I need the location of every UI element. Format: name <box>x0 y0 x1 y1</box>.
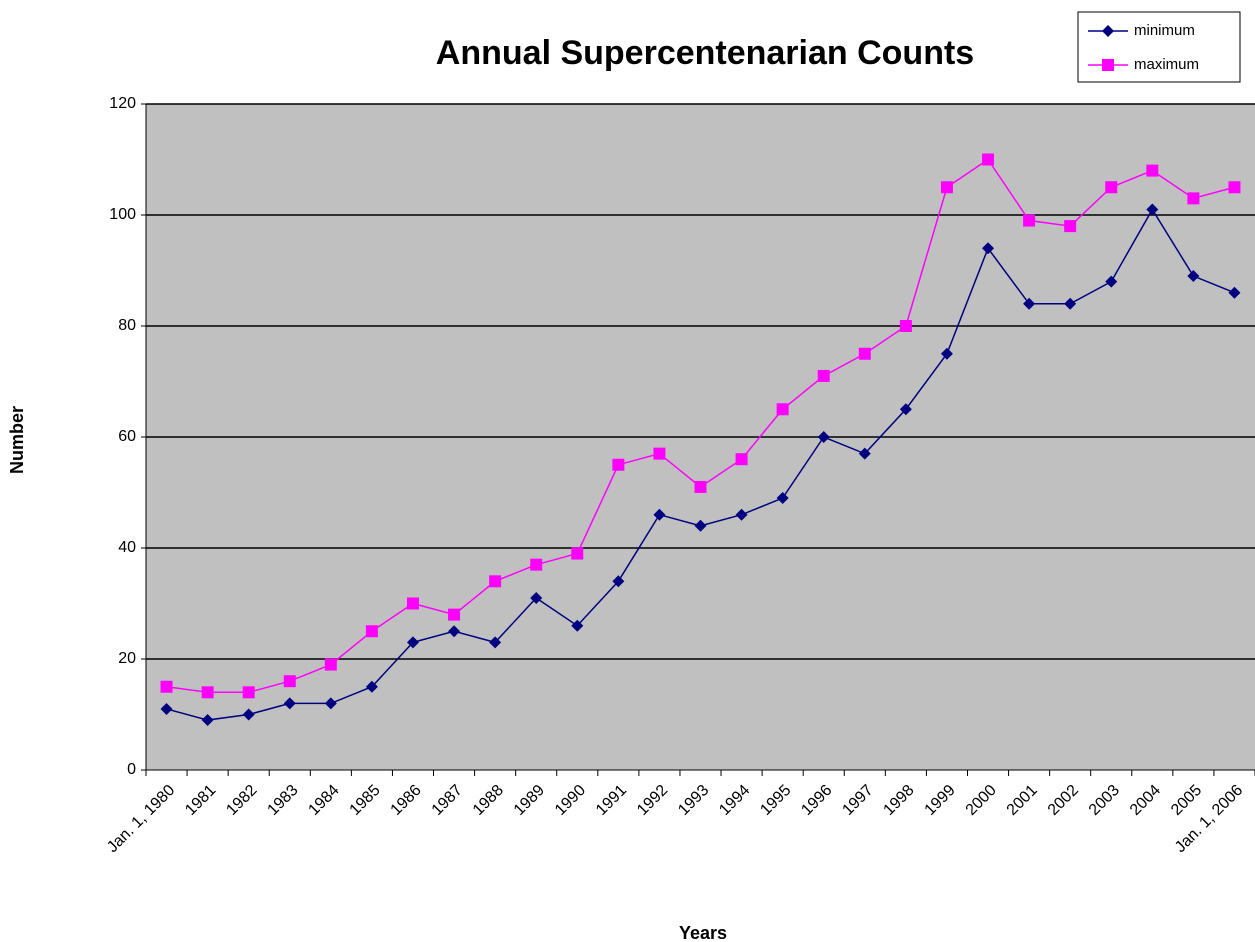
marker <box>365 680 378 693</box>
x-tick-label: 2005 <box>1168 782 1205 819</box>
x-tick-label: 1987 <box>429 782 466 819</box>
marker <box>489 636 502 649</box>
marker <box>1064 297 1077 310</box>
marker <box>653 508 666 521</box>
x-tick-label: 2001 <box>1004 782 1041 819</box>
legend-label: minimum <box>1134 22 1195 39</box>
marker <box>571 619 584 632</box>
marker <box>1105 181 1118 194</box>
marker <box>982 153 995 166</box>
marker <box>735 453 748 466</box>
x-tick-label: 1996 <box>798 782 835 819</box>
marker <box>283 675 296 688</box>
marker <box>653 447 666 460</box>
marker <box>1187 270 1200 283</box>
marker <box>201 686 214 699</box>
x-tick-label: 1984 <box>305 782 342 819</box>
marker <box>899 403 912 416</box>
y-axis-label: Number <box>7 406 27 474</box>
x-tick-label: 1997 <box>839 782 876 819</box>
marker <box>406 597 419 610</box>
x-tick-label: 1989 <box>511 782 548 819</box>
marker <box>940 347 953 360</box>
marker <box>1023 297 1036 310</box>
marker <box>817 431 830 443</box>
marker <box>160 680 173 693</box>
marker <box>489 575 502 588</box>
marker <box>1228 286 1241 299</box>
x-tick-label: 1982 <box>223 782 260 819</box>
x-tick-label: 1983 <box>264 782 301 819</box>
marker <box>1228 181 1241 194</box>
x-tick-label: 2002 <box>1045 782 1082 819</box>
marker <box>776 403 789 416</box>
x-tick-label: 2003 <box>1086 782 1123 819</box>
marker <box>448 625 461 638</box>
x-tick-label: Jan. 1, 1980 <box>104 782 178 856</box>
marker <box>324 658 337 671</box>
chart-title: Annual Supercentenarian Counts <box>436 34 974 72</box>
x-tick-label: 2000 <box>963 782 1000 819</box>
marker <box>406 636 419 649</box>
x-tick-label: 1988 <box>470 782 507 819</box>
x-tick-label: 1994 <box>716 782 753 819</box>
x-tick-label: 1985 <box>347 782 384 819</box>
marker <box>1023 214 1036 227</box>
y-tick-label: 60 <box>118 428 136 445</box>
x-tick-label: 1981 <box>182 782 219 819</box>
marker <box>858 347 871 360</box>
y-tick-label: 20 <box>118 650 136 667</box>
marker <box>571 547 584 560</box>
x-tick-label: 1995 <box>757 782 794 819</box>
marker <box>283 697 296 710</box>
marker <box>530 591 543 604</box>
x-tick-label: 1999 <box>922 782 959 819</box>
marker <box>694 480 707 493</box>
marker <box>1146 203 1159 216</box>
marker <box>735 508 748 521</box>
marker <box>448 608 461 621</box>
marker <box>694 519 707 532</box>
x-tick-label: 1986 <box>388 782 425 819</box>
marker <box>1146 164 1159 177</box>
y-tick-label: 100 <box>109 206 136 223</box>
marker <box>940 181 953 194</box>
y-tick-label: 80 <box>118 317 136 334</box>
marker <box>201 714 214 727</box>
marker <box>242 686 255 699</box>
y-tick-label: 120 <box>109 95 136 112</box>
marker <box>365 625 378 638</box>
x-tick-label: 1991 <box>593 782 630 819</box>
marker <box>858 447 871 460</box>
x-tick-label: 1993 <box>675 782 712 819</box>
legend-label: maximum <box>1134 56 1199 73</box>
marker <box>612 575 625 588</box>
x-tick-label: 1990 <box>552 782 589 819</box>
marker <box>982 242 995 255</box>
x-axis-label: Years <box>679 923 727 942</box>
marker <box>160 702 173 715</box>
marker <box>1105 275 1118 288</box>
x-tick-label: 1992 <box>634 782 671 819</box>
y-tick-label: 0 <box>127 761 136 778</box>
x-tick-label: 2004 <box>1127 782 1164 819</box>
marker <box>776 492 789 505</box>
marker <box>1102 59 1114 71</box>
marker <box>612 458 625 471</box>
marker <box>324 697 337 710</box>
x-tick-label: 1998 <box>880 782 917 819</box>
y-tick-label: 40 <box>118 539 136 556</box>
marker <box>530 558 543 571</box>
marker <box>1102 25 1114 37</box>
marker <box>1064 220 1077 233</box>
marker <box>242 708 255 721</box>
marker <box>817 369 830 382</box>
marker <box>1187 192 1200 205</box>
marker <box>899 320 912 332</box>
